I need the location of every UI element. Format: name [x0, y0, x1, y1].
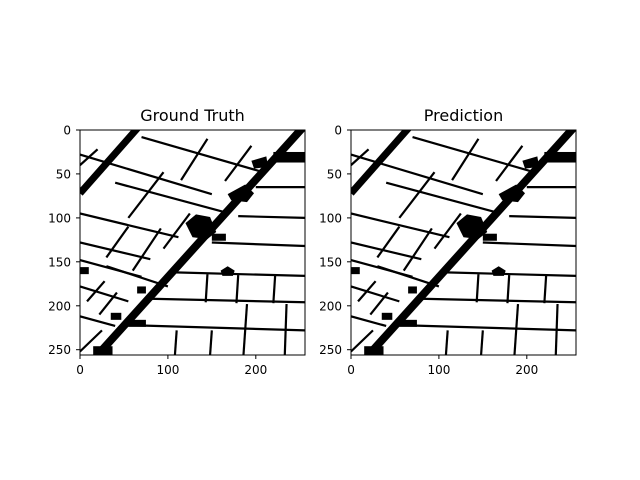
mask-image [80, 130, 305, 355]
panel-title: Prediction [424, 106, 503, 125]
panel-prediction: Prediction 0 100 200 0 50 100 150 200 [319, 106, 577, 377]
x-tick-label: 0 [347, 363, 355, 377]
x-axis: 0 100 200 [76, 355, 267, 377]
y-axis: 0 50 100 150 200 250 [48, 124, 80, 357]
y-tick-label: 0 [334, 124, 342, 138]
y-tick-label: 150 [319, 255, 342, 269]
y-tick-label: 250 [48, 343, 71, 357]
y-tick-label: 200 [48, 299, 71, 313]
axes-frame [350, 129, 577, 356]
y-tick-label: 100 [319, 211, 342, 225]
y-tick-label: 0 [63, 124, 71, 138]
y-axis: 0 50 100 150 200 250 [319, 124, 351, 357]
panel-ground-truth: Ground Truth 0 100 200 0 50 100 150 200 [48, 106, 306, 377]
axes-frame [79, 129, 306, 356]
y-tick-label: 100 [48, 211, 71, 225]
x-tick-label: 100 [427, 363, 450, 377]
panel-title: Ground Truth [140, 106, 245, 125]
y-tick-label: 150 [48, 255, 71, 269]
y-tick-label: 200 [319, 299, 342, 313]
x-tick-label: 200 [244, 363, 267, 377]
y-tick-label: 50 [327, 167, 342, 181]
x-tick-label: 100 [156, 363, 179, 377]
x-tick-label: 0 [76, 363, 84, 377]
x-tick-label: 200 [515, 363, 538, 377]
x-axis: 0 100 200 [347, 355, 538, 377]
mask-image [351, 130, 576, 355]
y-tick-label: 50 [56, 167, 71, 181]
y-tick-label: 250 [319, 343, 342, 357]
